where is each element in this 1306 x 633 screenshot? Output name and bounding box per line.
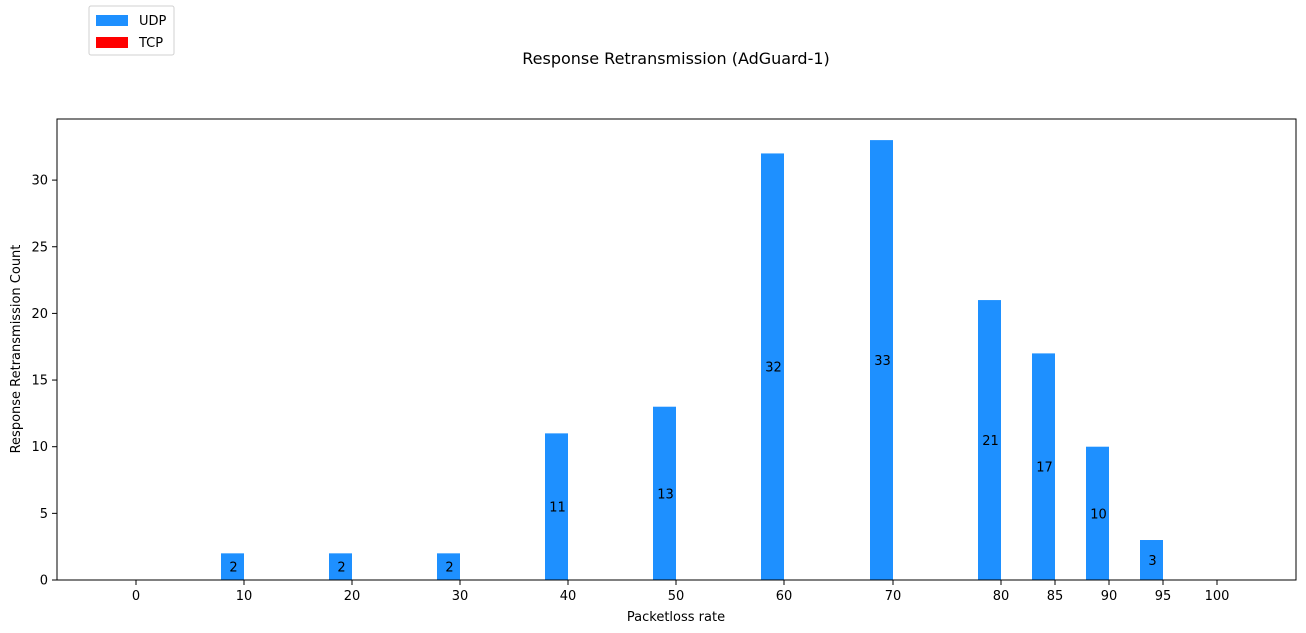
bar-udp-30: [437, 553, 460, 580]
x-tick-label-50: 50: [668, 589, 685, 604]
y-tick-label-30: 30: [31, 174, 48, 189]
bar-udp-95: [1140, 540, 1163, 580]
bar-udp-60: [761, 153, 784, 580]
x-tick-label-0: 0: [132, 589, 140, 604]
bar-udp-10: [221, 553, 244, 580]
bar-label-70: 33: [874, 354, 891, 369]
bar-label-50: 13: [657, 487, 674, 502]
y-axis-ticks: 0 5 10 15 20 25 30: [31, 174, 57, 589]
bar-udp-20: [329, 553, 352, 580]
legend-swatch-tcp: [96, 37, 128, 48]
plot-frame: [56, 118, 1297, 581]
x-tick-label-80: 80: [993, 589, 1010, 604]
y-tick-label-15: 15: [31, 374, 48, 389]
bar-udp-80: [978, 300, 1001, 580]
y-tick-label-25: 25: [31, 240, 48, 255]
bar-label-80: 21: [982, 434, 999, 449]
legend-label-udp: UDP: [139, 14, 167, 29]
bar-udp-70: [870, 140, 893, 581]
x-tick-label-60: 60: [776, 589, 793, 604]
y-tick-label-20: 20: [31, 307, 48, 322]
x-tick-label-70: 70: [885, 589, 902, 604]
bar-label-85: 17: [1036, 461, 1053, 476]
y-tick-label-0: 0: [40, 574, 48, 589]
bar-label-30: 2: [445, 561, 453, 576]
x-tick-label-100: 100: [1205, 589, 1230, 604]
bars-group: [221, 140, 1163, 581]
y-tick-label-10: 10: [31, 440, 48, 455]
bar-udp-40: [545, 433, 568, 580]
x-tick-label-20: 20: [344, 589, 361, 604]
bar-udp-85: [1032, 353, 1055, 580]
x-tick-label-85: 85: [1047, 589, 1064, 604]
x-tick-label-10: 10: [236, 589, 253, 604]
bar-label-20: 2: [337, 561, 345, 576]
bar-label-10: 2: [229, 561, 237, 576]
bar-label-90: 10: [1090, 507, 1107, 522]
bar-label-60: 32: [765, 361, 782, 376]
bar-udp-50: [653, 406, 676, 580]
bar-label-40: 11: [549, 501, 566, 516]
x-tick-label-40: 40: [560, 589, 577, 604]
chart-title: Response Retransmission (AdGuard-1): [522, 49, 830, 68]
bar-labels-group: 2 2 2 11 13 32 33 21 17 10 3: [229, 354, 1156, 576]
bar-label-95: 3: [1148, 554, 1156, 569]
y-tick-label-5: 5: [40, 507, 48, 522]
bar-udp-90: [1086, 446, 1109, 580]
x-tick-label-95: 95: [1155, 589, 1172, 604]
legend-label-tcp: TCP: [138, 36, 163, 51]
legend-swatch-udp: [96, 15, 128, 26]
x-tick-label-90: 90: [1101, 589, 1118, 604]
y-axis-label: Response Retransmission Count: [9, 245, 24, 454]
x-tick-label-30: 30: [452, 589, 469, 604]
x-axis-label: Packetloss rate: [627, 610, 725, 625]
legend: UDP TCP: [88, 5, 175, 56]
x-axis-ticks: 0 10 20 30 40 50 60 70 80 85 90 95 100: [132, 580, 1230, 604]
